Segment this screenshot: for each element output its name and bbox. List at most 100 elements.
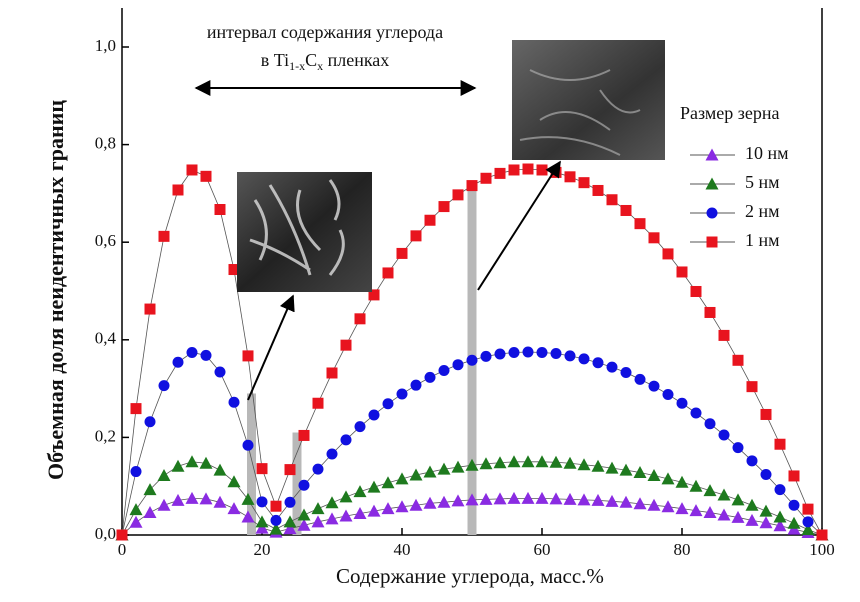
point <box>719 330 730 341</box>
point <box>131 466 142 477</box>
legend-label: 5 нм <box>745 172 780 192</box>
point <box>537 347 548 358</box>
point <box>214 496 227 508</box>
annotation-sub: 1-x <box>289 59 305 73</box>
point <box>760 505 773 517</box>
point <box>271 501 282 512</box>
point <box>705 307 716 318</box>
point <box>271 515 282 526</box>
point <box>383 267 394 278</box>
point <box>508 455 521 467</box>
point <box>733 355 744 366</box>
point <box>117 530 128 541</box>
point <box>523 347 534 358</box>
point <box>467 180 478 191</box>
point <box>411 380 422 391</box>
point <box>677 398 688 409</box>
point <box>368 481 381 493</box>
point <box>607 194 618 205</box>
point <box>733 442 744 453</box>
point <box>579 353 590 364</box>
point <box>355 313 366 324</box>
point <box>621 367 632 378</box>
point <box>635 218 646 229</box>
point <box>341 434 352 445</box>
point <box>453 189 464 200</box>
annotation: в Ti1-xCx пленках <box>261 50 390 73</box>
point <box>354 485 367 497</box>
point <box>509 164 520 175</box>
point <box>788 517 801 529</box>
legend-label: 2 нм <box>745 201 780 221</box>
point <box>746 499 759 511</box>
point <box>649 232 660 243</box>
arrow <box>248 296 293 400</box>
point <box>285 497 296 508</box>
point <box>326 496 339 508</box>
annotation-part: в Ti <box>261 50 289 70</box>
point <box>215 367 226 378</box>
point <box>789 470 800 481</box>
point <box>593 357 604 368</box>
y-tick-label: 0,0 <box>95 524 116 543</box>
point <box>313 464 324 475</box>
point <box>789 500 800 511</box>
point <box>228 475 241 487</box>
point <box>676 476 689 488</box>
point <box>761 409 772 420</box>
point <box>312 502 325 514</box>
point <box>537 164 548 175</box>
point <box>579 177 590 188</box>
legend-label: 1 нм <box>745 230 780 250</box>
point <box>326 512 339 524</box>
point <box>201 350 212 361</box>
point <box>215 204 226 215</box>
y-tick-label: 0,8 <box>95 134 116 153</box>
x-tick-label: 0 <box>118 540 127 559</box>
point <box>397 388 408 399</box>
point <box>536 455 549 467</box>
point <box>747 455 758 466</box>
point <box>593 185 604 196</box>
point <box>691 408 702 419</box>
point <box>340 490 353 502</box>
point <box>257 463 268 474</box>
point <box>257 496 268 507</box>
x-tick-label: 20 <box>254 540 271 559</box>
chart: 0,00,20,40,60,81,0020406080100 интервал … <box>0 0 860 597</box>
legend-marker <box>707 208 718 219</box>
sem-image-2 <box>512 40 665 160</box>
y-tick-label: 0,2 <box>95 426 116 445</box>
point <box>131 403 142 414</box>
point <box>746 514 759 526</box>
point <box>621 205 632 216</box>
point <box>158 499 171 511</box>
point <box>355 421 366 432</box>
point <box>410 468 423 480</box>
point <box>256 515 269 527</box>
point <box>439 201 450 212</box>
point <box>145 416 156 427</box>
point <box>719 429 730 440</box>
point <box>145 304 156 315</box>
point <box>299 480 310 491</box>
point <box>803 516 814 527</box>
point <box>691 286 702 297</box>
point <box>228 502 241 514</box>
point <box>509 347 520 358</box>
point <box>411 230 422 241</box>
x-tick-label: 60 <box>534 540 551 559</box>
legend-marker <box>707 237 718 248</box>
x-axis-label: Содержание углерода, масс.% <box>336 564 604 588</box>
point <box>173 184 184 195</box>
point <box>774 510 787 522</box>
y-tick-label: 0,6 <box>95 231 116 250</box>
point <box>775 484 786 495</box>
point <box>803 504 814 515</box>
point <box>817 530 828 541</box>
point <box>761 469 772 480</box>
point <box>453 359 464 370</box>
point <box>536 492 549 504</box>
legend: 10 нм5 нм2 нм1 нм <box>690 143 789 250</box>
point <box>649 381 660 392</box>
